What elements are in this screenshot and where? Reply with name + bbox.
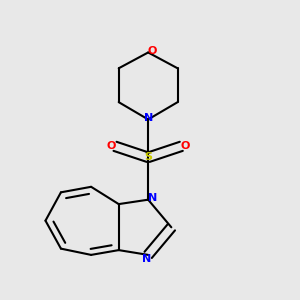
Text: O: O (180, 141, 190, 151)
Text: N: N (142, 254, 151, 264)
Text: O: O (107, 141, 116, 151)
Text: O: O (147, 46, 157, 56)
Text: N: N (148, 193, 157, 203)
Text: N: N (143, 112, 153, 123)
Text: S: S (144, 152, 152, 162)
